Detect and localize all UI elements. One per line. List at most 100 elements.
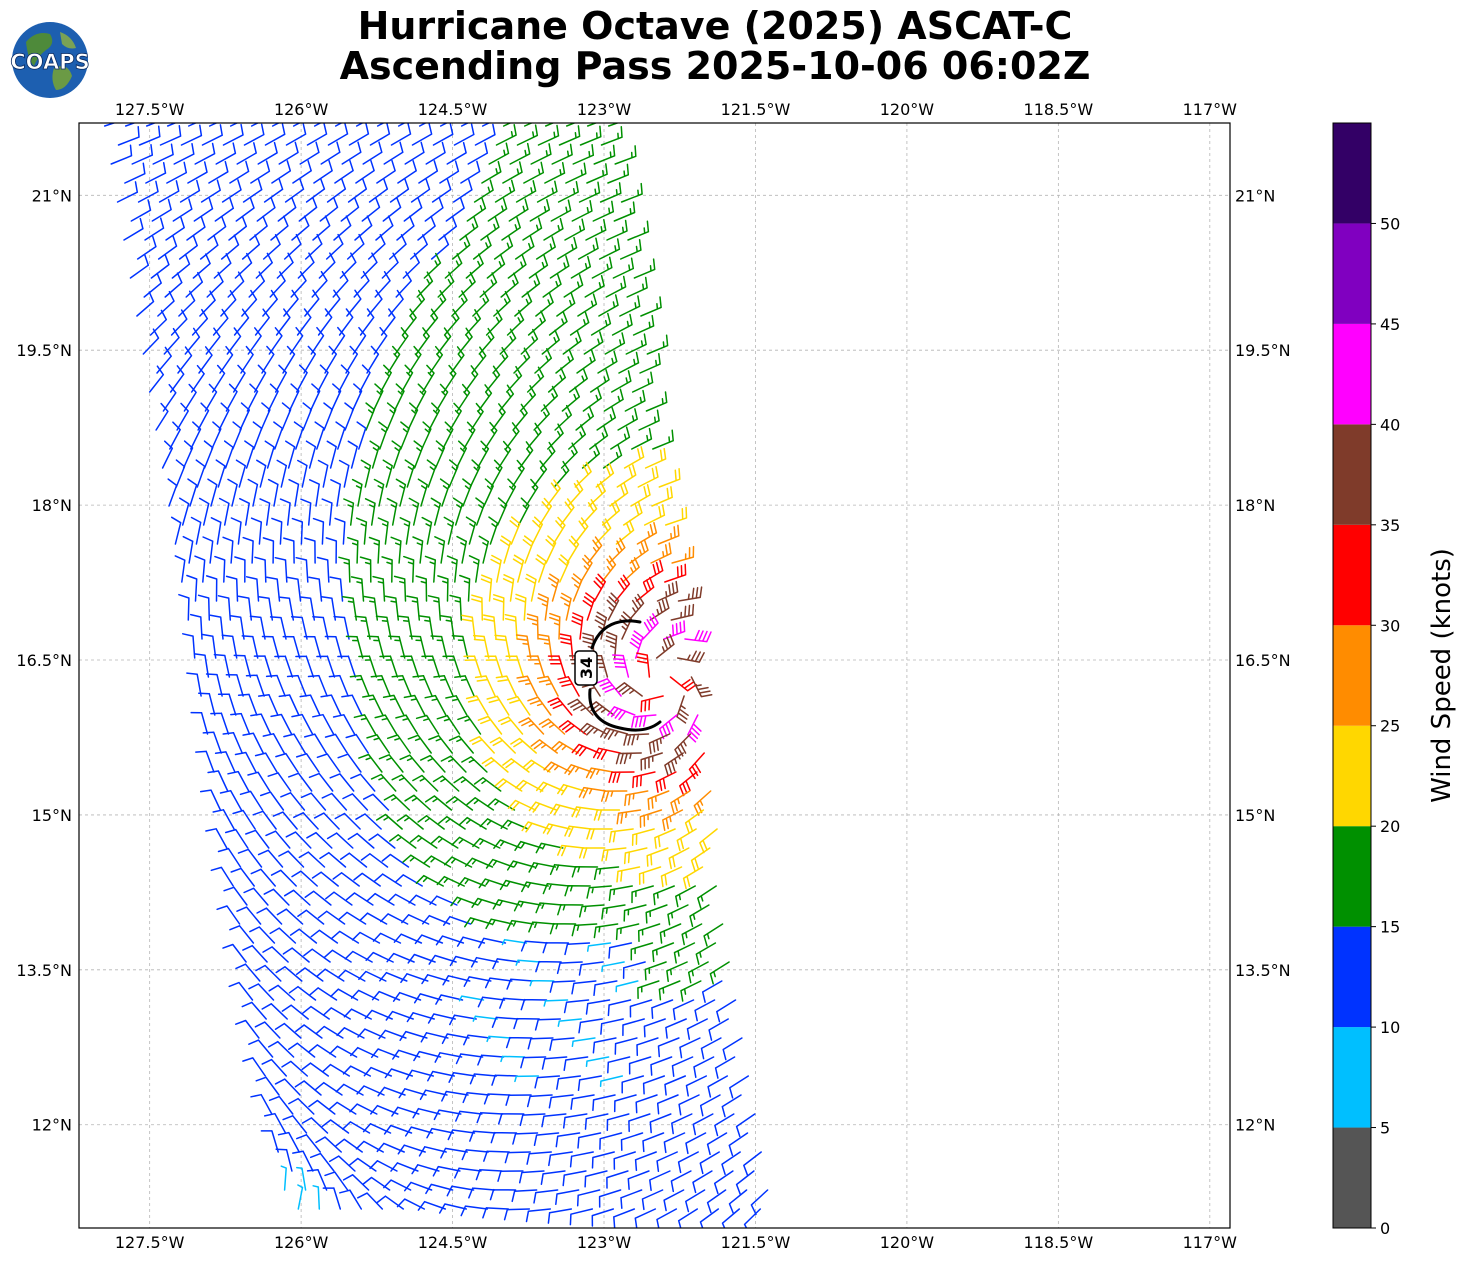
wind-barb <box>571 980 597 995</box>
wind-barb <box>535 554 547 583</box>
wind-barb <box>584 1170 608 1188</box>
wind-barb <box>486 695 510 716</box>
wind-barb <box>257 141 278 165</box>
wind-barb <box>473 777 502 792</box>
wind-barb <box>260 402 271 431</box>
wind-barb <box>277 197 297 222</box>
wind-barb <box>454 1167 482 1179</box>
latitude-ticks: 21°N 21°N 19.5°N 19.5°N 18°N 18°N 16.5°N 16.5°N… <box>16 186 1290 1134</box>
wind-barb <box>288 383 300 412</box>
wind-barb <box>465 253 484 279</box>
wind-barb <box>547 423 564 450</box>
wind-barb <box>322 1063 351 1077</box>
wind-barb <box>438 1203 468 1214</box>
wind-barb <box>626 276 648 298</box>
wind-barb <box>671 545 695 564</box>
wind-barb <box>409 234 428 260</box>
wind-barb <box>351 478 363 507</box>
wind-barb <box>499 535 512 564</box>
wind-barb <box>628 1113 651 1133</box>
wind-barb <box>381 853 410 868</box>
wind-barb <box>557 844 585 857</box>
wind-barb <box>337 969 366 982</box>
wind-barb <box>473 179 494 203</box>
wind-barb <box>418 123 427 127</box>
wind-barb <box>391 674 412 697</box>
wind-barb <box>359 912 388 925</box>
coaps-logo: COAPS <box>10 22 90 98</box>
wind-barb <box>681 923 703 946</box>
wind-barb <box>205 673 223 697</box>
wind-barb <box>201 124 223 146</box>
wind-barb <box>296 1134 321 1153</box>
wind-barb <box>492 899 521 910</box>
wind-barb <box>402 854 431 868</box>
wind-barb <box>272 811 298 830</box>
wind-barb <box>325 537 338 564</box>
wind-barb <box>596 406 617 431</box>
wind-barb <box>472 290 490 317</box>
wind-barb <box>314 1081 343 1096</box>
wind-barb <box>288 1042 316 1058</box>
wind-barb <box>571 743 600 757</box>
wind-barb <box>431 178 452 203</box>
lat-tick-label-right: 18°N <box>1235 496 1275 515</box>
wind-barb <box>576 349 596 374</box>
wind-barb <box>176 402 189 431</box>
wind-barb <box>622 501 643 526</box>
wind-barb <box>508 198 529 222</box>
wind-barb <box>663 1132 686 1154</box>
wind-barb <box>355 159 375 184</box>
wind-barb <box>418 160 439 184</box>
wind-barb <box>300 792 327 811</box>
wind-barb <box>530 143 552 165</box>
wind-barb <box>148 365 165 393</box>
wind-barb <box>568 424 587 450</box>
wind-barb <box>417 815 445 830</box>
wind-barb <box>345 733 369 754</box>
wind-barb <box>549 863 578 876</box>
wind-barb <box>339 1189 363 1210</box>
wind-barb <box>438 215 458 241</box>
wind-barb <box>161 440 174 469</box>
wind-barb <box>217 847 242 868</box>
wind-barb <box>224 828 249 849</box>
wind-barb <box>462 478 472 507</box>
wind-barb <box>428 734 453 754</box>
wind-barb <box>170 309 188 336</box>
wind-barb <box>375 615 392 640</box>
wind-barb <box>235 963 261 982</box>
wind-barb <box>564 825 592 838</box>
colorbar-segment <box>1333 926 1371 1028</box>
wind-barb <box>549 803 579 816</box>
wind-barb <box>613 1151 636 1170</box>
wind-barb <box>283 733 306 754</box>
wind-barb <box>376 123 385 127</box>
wind-barb <box>424 795 453 811</box>
wind-barb <box>308 1099 336 1115</box>
wind-barb <box>611 313 633 336</box>
wind-barb <box>455 440 468 469</box>
colorbar-tick-label: 50 <box>1380 214 1400 233</box>
wind-barb <box>283 233 302 260</box>
wind-barb <box>374 271 391 298</box>
wind-barb <box>521 821 550 833</box>
wind-barb <box>190 516 202 545</box>
wind-barb <box>743 1208 762 1228</box>
wind-barb <box>510 737 537 754</box>
wind-barb <box>689 904 710 928</box>
wind-barb <box>442 975 471 986</box>
wind-barb <box>342 1174 370 1191</box>
wind-barb <box>369 123 391 146</box>
wind-barb <box>695 942 717 965</box>
wind-barb <box>585 999 611 1015</box>
wind-barb <box>187 478 198 507</box>
wind-barb <box>445 695 468 716</box>
wind-barb <box>210 517 222 545</box>
wind-barb <box>542 823 571 835</box>
wind-barb <box>598 1189 622 1208</box>
wind-barb <box>449 1014 477 1026</box>
wind-barb <box>362 694 384 716</box>
wind-barb <box>601 904 626 920</box>
wind-barb <box>624 389 646 412</box>
